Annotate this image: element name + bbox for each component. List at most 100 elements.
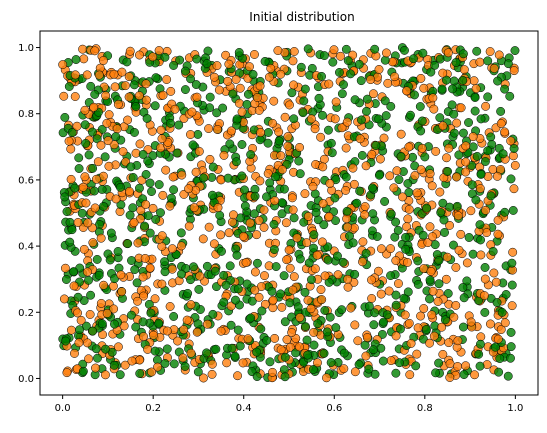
scatter-point [271,262,281,272]
scatter-point [342,117,352,127]
scatter-point [130,128,139,137]
scatter-point [379,317,388,327]
scatter-point [314,93,324,103]
scatter-point [310,124,320,134]
scatter-point [386,244,395,254]
scatter-point [232,250,242,260]
scatter-point [507,258,517,268]
scatter-point [401,244,411,254]
scatter-point [378,356,388,366]
scatter-point [509,144,519,153]
scatter-point [129,80,139,90]
scatter-point [318,162,328,172]
scatter-point [296,62,306,72]
scatter-point [59,91,69,101]
scatter-point [403,214,413,224]
scatter-point [191,80,201,89]
scatter-point [124,92,134,102]
scatter-point [429,104,439,114]
scatter-point [343,222,352,232]
scatter-point [133,296,142,306]
scatter-point [416,73,426,83]
scatter-point [475,361,485,371]
scatter-point [350,95,360,105]
scatter-point [462,276,472,286]
scatter-point [355,186,365,196]
scatter-point [374,65,384,74]
scatter-point [189,203,199,213]
scatter-point [308,182,318,192]
scatter-point [135,50,144,60]
scatter-point [241,258,251,267]
scatter-point [456,229,466,239]
scatter-point [268,367,277,377]
scatter-point [154,180,164,190]
scatter-point [486,132,496,142]
scatter-point [441,75,451,85]
scatter-point [299,217,309,227]
scatter-point [459,370,469,380]
scatter-point [149,330,158,340]
scatter-point [354,360,364,369]
scatter-point [403,258,412,267]
scatter-point [445,373,455,382]
scatter-point [295,254,305,264]
scatter-point [452,118,462,128]
scatter-point [367,226,377,236]
scatter-point [125,46,135,56]
scatter-point [354,59,364,69]
scatter-point [84,354,94,364]
scatter-point [289,47,299,56]
scatter-point [360,210,370,220]
scatter-point [237,171,247,181]
scatter-point [386,271,395,281]
scatter-point [198,173,208,183]
scatter-point [96,298,106,308]
scatter-point [360,202,370,211]
scatter-point [187,107,197,117]
scatter-point [362,106,371,116]
scatter-point [247,296,257,306]
scatter-point [427,181,437,191]
scatter-point [262,192,271,202]
scatter-point [341,44,351,54]
scatter-point [496,119,506,129]
scatter-point [111,132,121,142]
scatter-point [204,124,214,134]
scatter-point [383,78,393,88]
scatter-point [184,221,194,231]
scatter-point [123,239,133,249]
scatter-point [509,66,519,76]
scatter-point [83,267,92,277]
scatter-point [245,62,254,72]
scatter-point [362,94,372,104]
scatter-point [101,91,111,101]
scatter-point [396,129,406,139]
scatter-point [157,279,167,289]
scatter-point [391,290,401,300]
scatter-point [80,120,90,130]
scatter-point [480,274,490,284]
scatter-point [364,301,374,311]
scatter-point [445,202,455,212]
scatter-point [299,96,309,106]
scatter-point [497,307,507,317]
scatter-point [211,344,221,354]
scatter-point [222,358,232,368]
scatter-point [289,80,298,90]
scatter-point [284,245,294,255]
scatter-point [339,80,348,90]
scatter-point [77,208,87,218]
scatter-point [219,270,229,280]
scatter-point [259,222,269,232]
scatter-point [162,326,172,336]
scatter-point [376,289,386,299]
scatter-point [70,348,79,358]
scatter-point [313,319,323,329]
scatter-point [230,351,240,361]
scatter-point [374,266,383,276]
scatter-point [166,86,176,96]
scatter-point [274,127,284,137]
scatter-point [256,128,266,138]
scatter-point [231,75,241,84]
